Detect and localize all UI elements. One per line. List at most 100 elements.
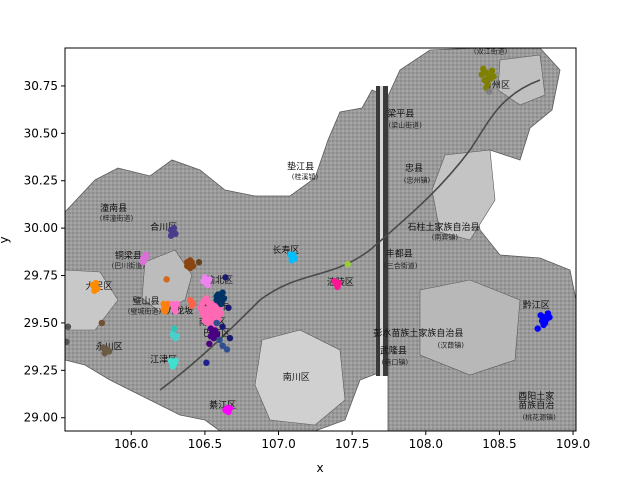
data-point: [288, 257, 295, 264]
y-tick-label: 29.50: [24, 316, 58, 330]
map-light-district-4: [431, 149, 496, 241]
x-tick-label: 107.0: [261, 437, 295, 451]
data-point: [222, 406, 229, 414]
map-light-district-5: [419, 279, 521, 376]
x-axis-label: x: [316, 461, 323, 475]
data-point: [213, 319, 220, 327]
map-label: 万州区: [483, 80, 510, 91]
data-point: [534, 325, 541, 332]
y-tick-label: 29.75: [24, 269, 58, 283]
data-point: [188, 302, 195, 310]
data-point: [217, 310, 225, 317]
map-label: (梁山街道): [388, 121, 422, 130]
data-point: [220, 295, 228, 302]
data-point: [225, 304, 232, 311]
data-point: [170, 224, 178, 232]
data-point: [490, 73, 497, 80]
map-label: (巴川街道): [112, 261, 146, 270]
data-point: [163, 276, 170, 283]
data-point: [203, 359, 210, 366]
x-tick-label: 107.5: [335, 437, 369, 451]
map-label: 酉阳土家: [518, 390, 554, 402]
y-tick-label: 30.50: [24, 126, 58, 140]
data-point: [344, 260, 351, 268]
data-point: [478, 71, 485, 78]
data-point: [65, 323, 72, 330]
data-point: [206, 340, 213, 347]
map-light-district-3: [254, 329, 346, 426]
data-point: [173, 300, 181, 308]
data-point: [65, 338, 70, 346]
data-point: [213, 331, 220, 338]
map-label: 彭水苗族土家族自治县: [373, 327, 463, 339]
data-point: [219, 323, 226, 330]
data-point: [200, 278, 207, 285]
data-point: [139, 259, 147, 266]
data-point: [226, 334, 234, 342]
map-label: 梁平县: [387, 107, 414, 119]
map-label: (梓潼街道): [100, 214, 134, 223]
data-point: [485, 88, 493, 95]
data-point: [172, 308, 179, 315]
map-label: (桂溪镇): [292, 172, 319, 181]
map-label: (南宾镇): [432, 233, 459, 242]
x-axis-ticks: 106.0 106.5 107.0 107.5 108.0 108.5 109.0: [114, 431, 590, 451]
map-label: (汉葭镇): [438, 341, 465, 350]
data-point: [184, 262, 191, 270]
data-point: [173, 332, 181, 340]
map-label: (璧城街道): [128, 306, 162, 315]
x-tick-label: 108.0: [409, 437, 443, 451]
map-light-district-1: [65, 269, 119, 331]
map-background: 潼南县(梓潼街道)合川区铜梁县(巴川街道)大足区璧山县(璧城街道)九龙坡永川区江…: [65, 47, 576, 431]
y-axis-label: y: [0, 236, 11, 243]
data-point: [222, 274, 229, 281]
data-point: [488, 67, 496, 74]
data-point: [544, 310, 552, 317]
data-point: [334, 283, 341, 291]
data-point: [219, 289, 226, 296]
data-points: [65, 65, 553, 416]
y-tick-label: 30.00: [24, 221, 58, 235]
data-point: [142, 251, 150, 258]
map-label: (忠州镇): [404, 176, 431, 185]
y-tick-label: 30.75: [24, 79, 58, 93]
map-fold-highlight: [380, 86, 383, 376]
y-axis-ticks: 29.00 29.25 29.50 29.75 30.00 30.25 30.50 30.75: [24, 79, 65, 425]
y-tick-label: 30.25: [24, 174, 58, 188]
map-label: 苗族自治: [518, 399, 554, 411]
data-point: [540, 321, 547, 329]
y-tick-label: 29.25: [24, 363, 58, 377]
map-label: (桃花源镇): [522, 413, 556, 422]
y-tick-label: 29.00: [24, 411, 58, 425]
map-light-district-6: [497, 54, 546, 106]
map-label: 石柱土家族自治县: [407, 221, 479, 233]
data-point: [223, 346, 231, 353]
data-point: [98, 319, 106, 327]
plot-frame: [64, 47, 577, 432]
data-point: [161, 308, 169, 315]
map-label: 江津区: [150, 355, 177, 366]
map-river: [159, 79, 541, 391]
data-point: [195, 259, 203, 266]
data-point: [164, 300, 172, 308]
data-point: [92, 279, 100, 287]
data-point: [213, 296, 220, 304]
map-label: (双江街道): [474, 47, 508, 56]
map-label: (巷口镇): [382, 358, 409, 367]
map-label: 武隆县: [380, 344, 407, 356]
x-tick-label: 108.5: [482, 437, 516, 451]
map-label: 潼南县: [100, 202, 127, 214]
map-label: 南川区: [283, 371, 310, 383]
x-tick-label: 106.5: [188, 437, 222, 451]
map-label: 璧山县: [132, 295, 159, 307]
data-point: [217, 300, 225, 308]
data-point: [219, 342, 226, 349]
data-point: [167, 232, 175, 239]
data-point: [216, 336, 223, 344]
data-point: [172, 357, 179, 365]
map-label: 黔江区: [523, 299, 550, 311]
map-label: 丰都县: [386, 248, 413, 260]
map-label: (三合街道): [384, 261, 418, 270]
x-tick-label: 109.0: [556, 437, 590, 451]
